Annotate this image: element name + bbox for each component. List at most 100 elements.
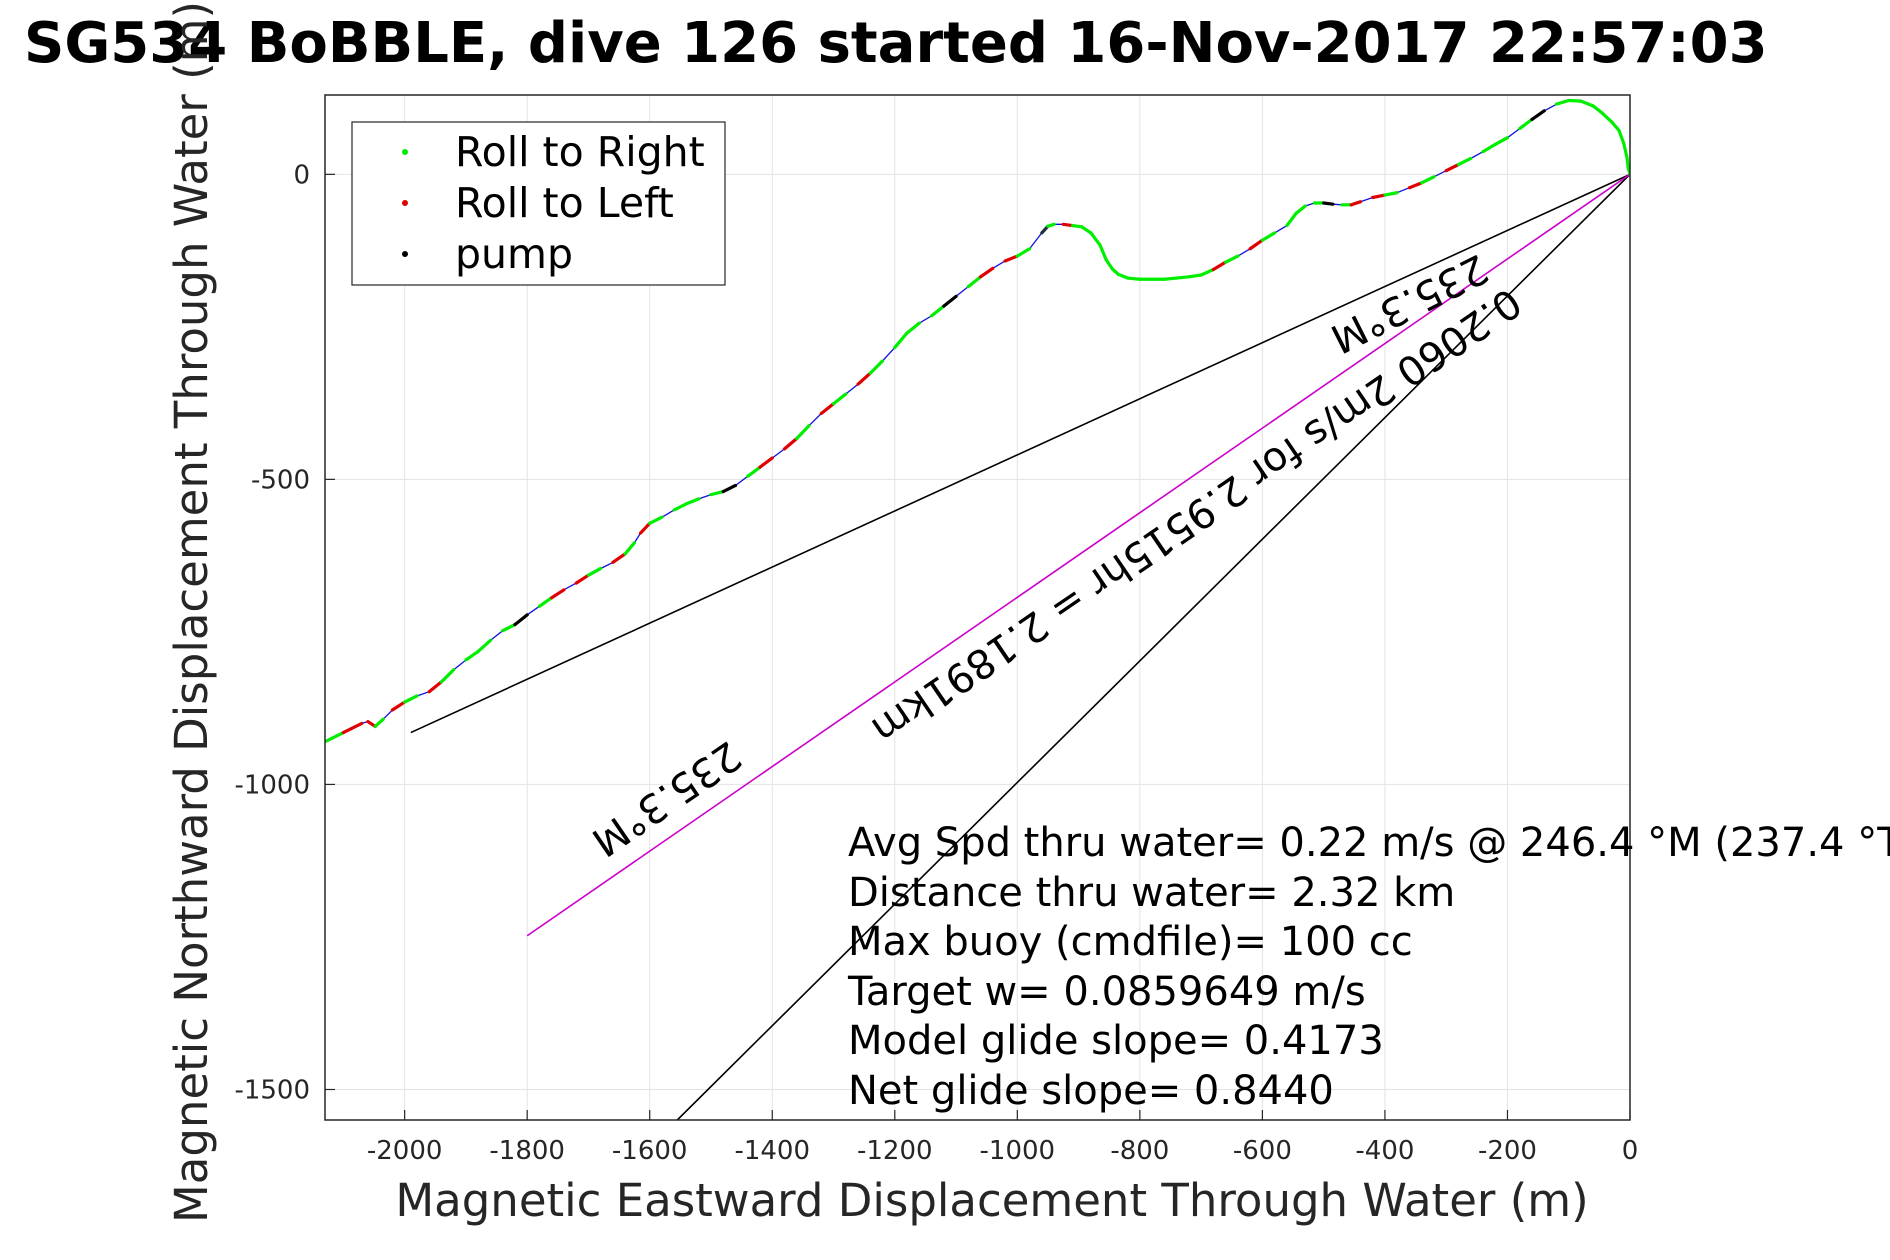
x-tick-label: -1800 — [489, 1136, 565, 1166]
x-tick-label: -800 — [1110, 1136, 1169, 1166]
track-marker — [1104, 258, 1114, 271]
chart-title: SG534 BoBBLE, dive 126 started 16-Nov-20… — [24, 11, 1768, 76]
track-marker — [574, 573, 591, 585]
track-marker — [586, 566, 603, 577]
track-marker — [672, 502, 689, 512]
track-marker — [611, 552, 627, 564]
track-marker — [1591, 104, 1605, 115]
track-marker — [1187, 273, 1203, 279]
y-tick-label: 0 — [293, 160, 310, 190]
track-marker — [1116, 272, 1130, 280]
track-marker — [325, 730, 345, 744]
track-marker — [1622, 142, 1629, 159]
track-marker — [537, 596, 554, 608]
track-marker — [1126, 276, 1142, 281]
x-tick-label: -400 — [1355, 1136, 1414, 1166]
info-line-distance: Distance thru water= 2.32 km — [848, 870, 1455, 916]
track-marker — [1211, 260, 1228, 272]
track-marker — [1089, 231, 1102, 247]
track-marker — [390, 700, 407, 712]
track-marker — [929, 304, 946, 318]
info-line-target-w: Target w= 0.0859649 m/s — [847, 969, 1366, 1015]
track-marker — [978, 266, 995, 279]
track-marker — [1080, 225, 1093, 235]
track-marker — [1383, 191, 1399, 197]
track-marker — [1518, 117, 1534, 131]
track-marker — [1579, 99, 1595, 108]
track-marker — [1456, 156, 1473, 167]
track-marker — [684, 497, 701, 506]
track-marker — [1003, 254, 1019, 263]
track-marker — [1248, 238, 1264, 251]
reference-line — [410, 173, 1630, 734]
legend-marker-roll-left — [402, 200, 408, 206]
track-marker — [476, 638, 493, 654]
track-marker — [1554, 98, 1571, 106]
track-marker — [1322, 201, 1335, 206]
track-marker — [1420, 175, 1436, 185]
track-marker — [439, 668, 456, 684]
track-marker — [1199, 267, 1215, 277]
track-marker — [427, 680, 444, 694]
track-marker — [1260, 231, 1277, 242]
track-marker — [1015, 247, 1032, 258]
track-marker — [341, 721, 364, 735]
track-marker — [1625, 155, 1630, 170]
track-marker — [721, 483, 738, 494]
track-marker — [795, 424, 811, 441]
track-marker — [550, 588, 566, 600]
reference-line — [526, 173, 1630, 937]
track-marker — [709, 489, 725, 497]
track-marker — [1530, 109, 1546, 122]
info-line-avg-speed: Avg Spd thru water= 0.22 m/s @ 246.4 °M … — [848, 820, 1890, 866]
info-line-net-glide: Net glide slope= 0.8440 — [848, 1068, 1334, 1114]
track-marker — [1224, 254, 1240, 264]
y-tick-label: -1500 — [234, 1075, 310, 1105]
track-marker — [1617, 128, 1626, 146]
legend-marker-roll-right — [402, 149, 408, 155]
track-marker — [373, 717, 385, 729]
track-marker — [856, 371, 872, 386]
track-marker — [648, 515, 664, 525]
track-marker — [1444, 162, 1461, 173]
track-marker — [1349, 200, 1363, 207]
track-marker — [638, 521, 652, 535]
y-axis-label: Magnetic Northward Displacement Through … — [165, 1, 218, 1223]
track-marker — [1098, 243, 1108, 262]
legend-label-roll-right: Roll to Right — [455, 128, 705, 176]
track-marker — [746, 465, 762, 478]
track-marker — [1481, 142, 1497, 154]
y-tick-label: -1000 — [234, 770, 310, 800]
info-line-max-buoy: Max buoy (cmdfile)= 100 cc — [848, 919, 1413, 965]
x-tick-label: -2000 — [367, 1136, 443, 1166]
track-marker — [893, 331, 909, 350]
track-marker — [942, 294, 958, 308]
track-marker — [1285, 211, 1298, 228]
track-marker — [819, 402, 836, 416]
legend-label-pump: pump — [455, 230, 573, 278]
track-marker — [623, 541, 637, 556]
track-marker — [831, 392, 848, 406]
legend: Roll to Right Roll to Left pump — [351, 121, 726, 286]
x-tick-label: 0 — [1622, 1136, 1639, 1166]
track-marker — [464, 649, 480, 662]
ticks: -2000 -1800 -1600 -1400 -1200 -1000 -800 -600 -4… — [234, 160, 1638, 1166]
track-marker — [1567, 98, 1583, 103]
track-marker — [1294, 204, 1307, 215]
track-marker — [1600, 111, 1614, 124]
x-axis-label: Magnetic Eastward Displacement Through W… — [395, 1174, 1588, 1227]
y-tick-label: -500 — [251, 465, 310, 495]
x-tick-label: -600 — [1233, 1136, 1292, 1166]
track-marker — [1493, 136, 1510, 147]
reference-line — [676, 173, 1630, 1120]
x-tick-label: -1000 — [980, 1136, 1056, 1166]
legend-marker-pump — [402, 251, 408, 257]
track-marker — [1371, 193, 1387, 200]
track-marker — [782, 436, 799, 451]
x-tick-label: -1600 — [612, 1136, 688, 1166]
track-marker — [1046, 222, 1056, 228]
track-marker — [1610, 120, 1621, 132]
x-tick-label: -1200 — [857, 1136, 933, 1166]
track-marker — [966, 275, 983, 289]
legend-label-roll-left: Roll to Left — [455, 179, 674, 227]
